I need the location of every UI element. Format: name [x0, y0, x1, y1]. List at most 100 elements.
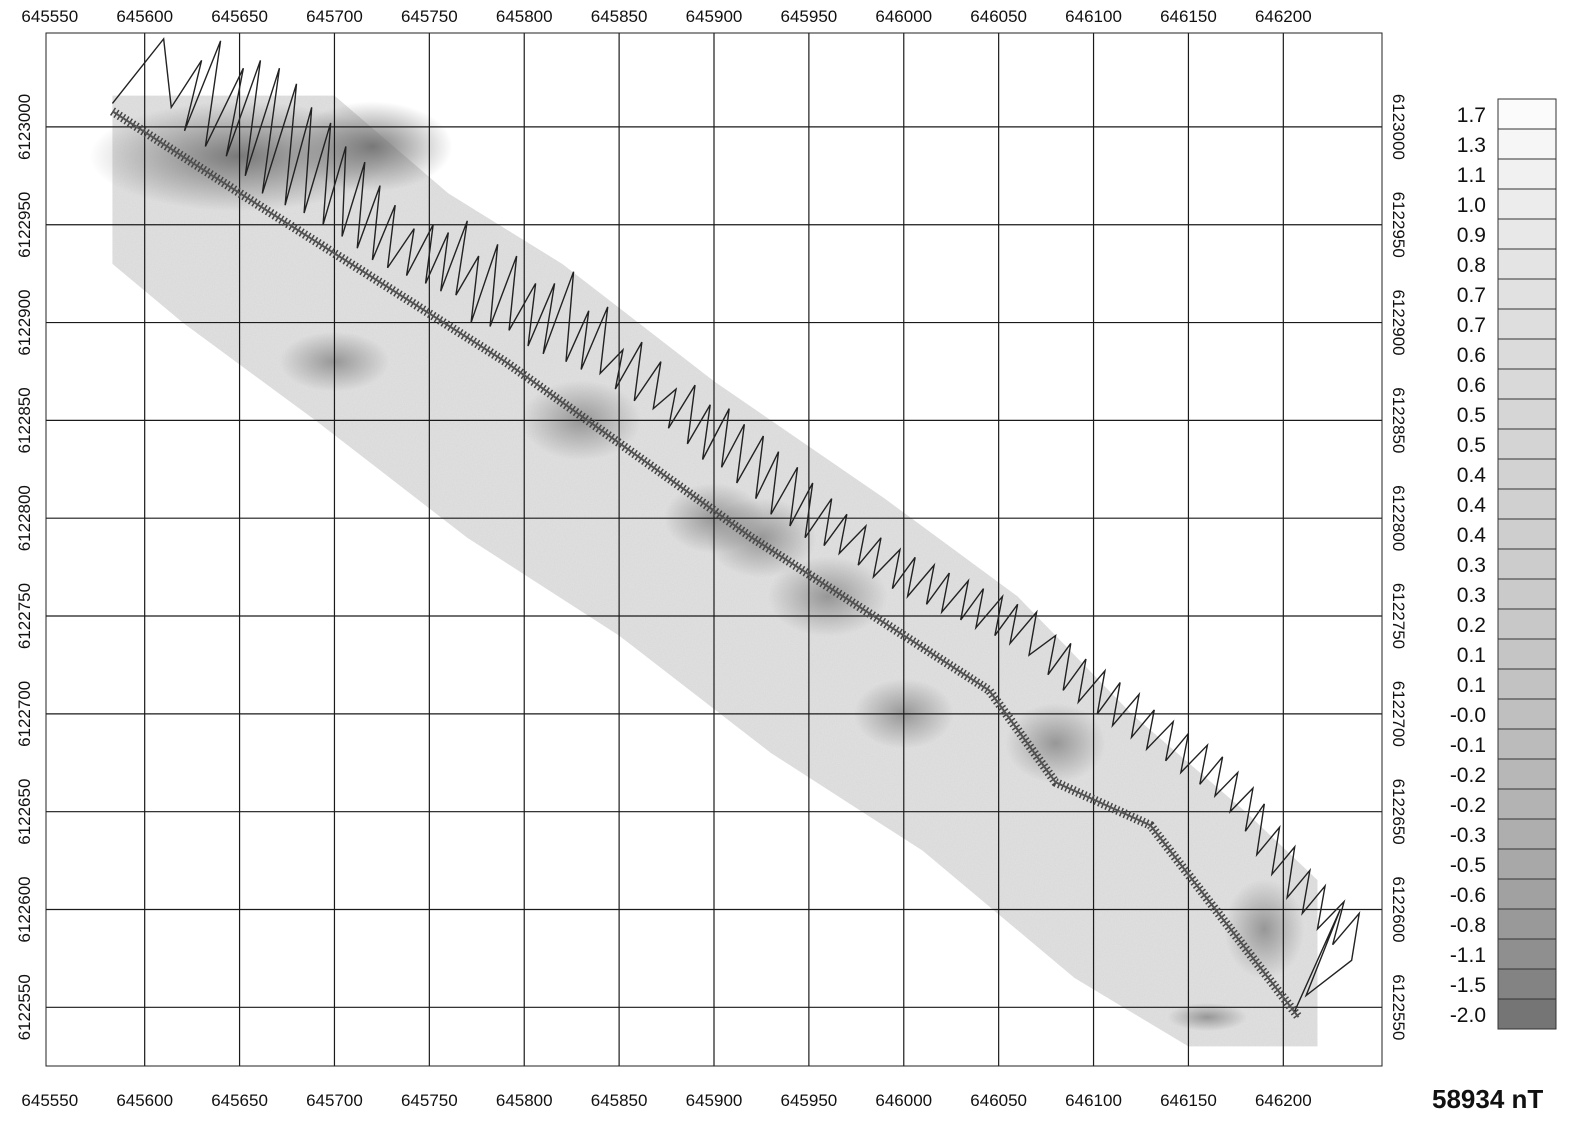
- x-tick-top: 645800: [496, 7, 553, 26]
- legend-value-label: 0.4: [1457, 464, 1487, 487]
- legend-value-label: 0.4: [1457, 494, 1487, 517]
- legend-value-label: 0.1: [1457, 674, 1486, 697]
- legend-value-label: 0.7: [1457, 314, 1486, 337]
- legend-swatch: [1497, 968, 1557, 1000]
- anomaly-low: [292, 101, 453, 192]
- legend-swatch: [1497, 548, 1557, 580]
- x-tick-bottom: 645700: [306, 1091, 363, 1110]
- x-tick-top: 645950: [781, 7, 838, 26]
- legend-value-label: 0.7: [1457, 284, 1486, 307]
- legend-value-label: 0.5: [1457, 434, 1486, 457]
- y-tick-right: 6122700: [1389, 681, 1408, 747]
- y-tick-right: 6122950: [1389, 192, 1408, 258]
- x-tick-top: 646000: [875, 7, 932, 26]
- x-tick-bottom: 646200: [1255, 1091, 1312, 1110]
- survey-line-core: [111, 110, 1300, 1018]
- x-tick-top: 645700: [306, 7, 363, 26]
- x-tick-bottom: 646050: [970, 1091, 1027, 1110]
- x-tick-bottom: 645950: [781, 1091, 838, 1110]
- legend-swatch: [1497, 98, 1557, 130]
- legend-value-label: -0.0: [1450, 704, 1486, 727]
- y-tick-left: 6122850: [15, 387, 34, 453]
- legend-value-label: -0.8: [1450, 914, 1486, 937]
- y-tick-right: 6122650: [1389, 779, 1408, 845]
- x-tick-top: 645550: [21, 7, 78, 26]
- y-tick-left: 6122800: [15, 485, 34, 551]
- legend-swatch: [1497, 338, 1557, 370]
- legend-swatch: [1497, 428, 1557, 460]
- anomaly-low: [767, 556, 888, 637]
- legend-swatch: [1497, 578, 1557, 610]
- anomaly-low: [1224, 879, 1305, 980]
- legend-value-label: -1.1: [1450, 944, 1486, 967]
- legend-value-label: -2.0: [1450, 1004, 1486, 1027]
- legend-swatch: [1497, 488, 1557, 520]
- legend-swatch: [1497, 938, 1557, 970]
- legend-swatch: [1497, 908, 1557, 940]
- anomaly-texture: [112, 95, 1318, 1047]
- y-tick-right: 6122550: [1389, 974, 1408, 1040]
- axis-tick-labels: 645550 645550 645600 645600 645650 645650 6457…: [15, 7, 1408, 1110]
- legend-swatch: [1497, 758, 1557, 790]
- x-tick-top: 645900: [686, 7, 743, 26]
- y-tick-left: 6122600: [15, 876, 34, 942]
- x-tick-bottom: 646150: [1160, 1091, 1217, 1110]
- legend-value-label: -0.6: [1450, 884, 1486, 907]
- legend-swatch: [1497, 878, 1557, 910]
- legend-swatch: [1497, 368, 1557, 400]
- x-tick-top: 646150: [1160, 7, 1217, 26]
- legend-swatch: [1497, 188, 1557, 220]
- y-tick-right: 6122900: [1389, 289, 1408, 355]
- legend-swatch: [1497, 278, 1557, 310]
- legend-swatch: [1497, 848, 1557, 880]
- x-tick-bottom: 646000: [875, 1091, 932, 1110]
- x-tick-bottom: 645800: [496, 1091, 553, 1110]
- x-tick-top: 646200: [1255, 7, 1312, 26]
- y-tick-left: 6122750: [15, 583, 34, 649]
- x-tick-bottom: 645850: [591, 1091, 648, 1110]
- y-tick-left: 6122650: [15, 779, 34, 845]
- color-scale-legend: 1.7 1.3 1.1 1.0 0.9 0.8 0.7 0.7 0.6 0.6 0.5 0.5 0.4 0…: [1450, 98, 1557, 1030]
- x-tick-bottom: 645750: [401, 1091, 458, 1110]
- legend-swatch: [1497, 158, 1557, 190]
- x-tick-top: 645750: [401, 7, 458, 26]
- legend-swatch: [1497, 788, 1557, 820]
- legend-value-label: -0.2: [1450, 794, 1486, 817]
- x-tick-top: 646100: [1065, 7, 1122, 26]
- x-tick-top: 645650: [211, 7, 268, 26]
- legend-swatch: [1497, 668, 1557, 700]
- legend-unit-label: 58934 nT: [1432, 1084, 1543, 1114]
- legend-swatch: [1497, 698, 1557, 730]
- x-tick-bottom: 646100: [1065, 1091, 1122, 1110]
- legend-value-label: 0.1: [1457, 644, 1486, 667]
- x-tick-top: 645850: [591, 7, 648, 26]
- survey-line: [109, 107, 1303, 1020]
- legend-swatch: [1497, 398, 1557, 430]
- legend-swatch: [1497, 308, 1557, 340]
- legend-value-label: 0.3: [1457, 554, 1486, 577]
- y-tick-left: 6122950: [15, 192, 34, 258]
- legend-value-label: -1.5: [1450, 974, 1486, 997]
- legend-value-label: 0.6: [1457, 344, 1486, 367]
- legend-value-label: -0.2: [1450, 764, 1486, 787]
- legend-value-label: 0.5: [1457, 404, 1486, 427]
- flight-track-path: [111, 37, 1361, 1012]
- x-tick-bottom: 645550: [21, 1091, 78, 1110]
- legend-swatch: [1497, 998, 1557, 1030]
- coordinate-grid: [46, 33, 1382, 1066]
- legend-swatch: [1497, 248, 1557, 280]
- legend-value-label: -0.3: [1450, 824, 1486, 847]
- y-tick-right: 6122850: [1389, 387, 1408, 453]
- x-tick-top: 646050: [970, 7, 1027, 26]
- legend-value-label: 0.3: [1457, 584, 1486, 607]
- legend-swatch: [1497, 458, 1557, 490]
- legend-swatch: [1497, 818, 1557, 850]
- legend-swatch: [1497, 608, 1557, 640]
- map-frame: [45, 32, 1383, 1067]
- legend-value-label: 1.3: [1457, 134, 1486, 157]
- x-tick-bottom: 645600: [116, 1091, 173, 1110]
- x-tick-top: 645600: [116, 7, 173, 26]
- legend-value-label: 0.6: [1457, 374, 1486, 397]
- legend-value-label: 0.4: [1457, 524, 1487, 547]
